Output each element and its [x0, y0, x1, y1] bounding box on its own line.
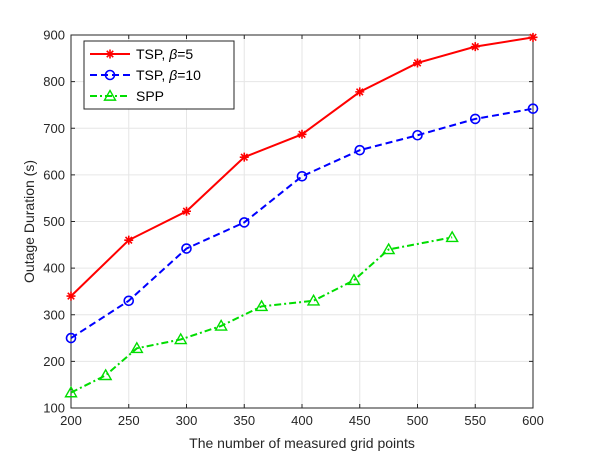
x-axis-title: The number of measured grid points	[189, 435, 415, 451]
series-1-point	[182, 206, 191, 216]
x-tick-label: 200	[60, 413, 82, 428]
y-tick-label: 700	[43, 121, 65, 136]
series-3-point	[254, 299, 269, 312]
series-2-point	[65, 332, 77, 344]
y-tick-label: 800	[43, 74, 65, 89]
series-3-point	[214, 319, 228, 331]
legend-item: TSP, β=10	[90, 67, 201, 83]
series-2-point	[123, 295, 135, 307]
x-tick-label: 350	[233, 413, 255, 428]
series-3-point	[347, 273, 361, 286]
y-tick-label: 100	[43, 401, 65, 416]
y-tick-label: 900	[43, 28, 65, 43]
series-2-point	[238, 217, 250, 228]
y-axis-title: Outage Duration (s)	[21, 160, 37, 283]
series-3-point	[130, 341, 144, 354]
series-3-point	[174, 332, 188, 345]
legend-label: TSP, β=5	[136, 46, 193, 62]
series-3-line	[70, 236, 453, 394]
series-1-point	[66, 291, 76, 301]
legend-marker	[103, 89, 117, 101]
series-1-point	[470, 42, 480, 52]
series-2-point	[181, 243, 192, 254]
series-2-point	[412, 129, 423, 141]
legend-marker	[104, 69, 116, 81]
series-1	[66, 32, 538, 301]
series-3	[64, 230, 459, 398]
series-1-point	[297, 129, 307, 139]
series-2-point	[527, 103, 539, 114]
series-1-point	[355, 87, 365, 97]
series-3-point	[445, 230, 459, 243]
series-2-point	[296, 170, 308, 182]
series-1-point	[528, 32, 538, 42]
y-tick-label: 600	[43, 167, 65, 182]
y-tick-label: 200	[43, 354, 65, 369]
x-tick-label: 550	[464, 413, 486, 428]
x-tick-label: 450	[349, 413, 371, 428]
legend-item: TSP, β=5	[90, 46, 193, 62]
y-tick-label: 400	[43, 261, 65, 276]
legend-marker	[105, 49, 115, 59]
legend-label: SPP	[136, 88, 164, 104]
series-3-point	[64, 385, 78, 398]
series-2-point	[469, 113, 481, 125]
y-tick-label: 300	[43, 307, 65, 322]
legend: TSP, β=5 TSP, β=10 SPP	[83, 40, 235, 110]
x-axis: 200 250 300 350 400 450 500 550 600	[60, 35, 544, 428]
series-3-point	[306, 293, 321, 306]
legend-item: SPP	[90, 88, 164, 104]
x-tick-label: 300	[176, 413, 198, 428]
series-2-point	[354, 144, 366, 156]
x-tick-label: 250	[118, 413, 140, 428]
series-3-point	[98, 368, 113, 381]
x-tick-label: 500	[407, 413, 429, 428]
series-1-point	[239, 152, 249, 162]
legend-label: TSP, β=10	[136, 67, 201, 83]
series-2-line	[70, 107, 534, 339]
series-2	[65, 103, 539, 344]
series-3-point	[381, 242, 396, 255]
series-1-point	[413, 58, 422, 68]
x-tick-label: 600	[522, 413, 544, 428]
y-axis: 100 200 300 400 500 600 700 800 900	[43, 28, 533, 416]
series-layer	[64, 32, 539, 398]
y-tick-label: 500	[43, 214, 65, 229]
x-tick-label: 400	[291, 413, 313, 428]
series-1-point	[124, 235, 134, 245]
